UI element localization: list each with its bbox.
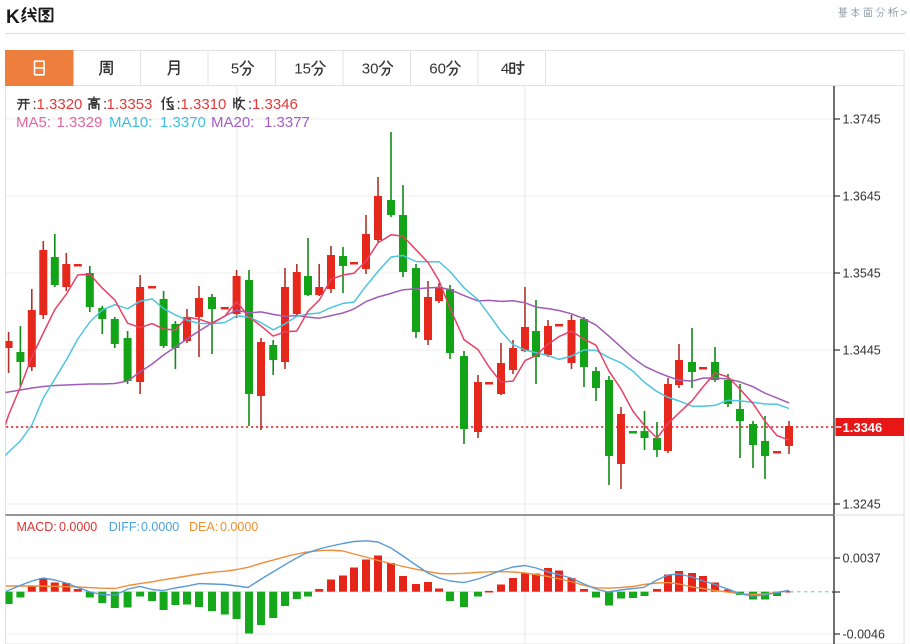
svg-text:1.3370: 1.3370 xyxy=(160,114,206,131)
svg-text:1.3346: 1.3346 xyxy=(843,420,883,435)
svg-text:1.3745: 1.3745 xyxy=(843,113,881,127)
svg-text:1.3245: 1.3245 xyxy=(843,498,881,512)
svg-text:30: 30 xyxy=(362,61,379,78)
svg-text:0.0000: 0.0000 xyxy=(220,520,258,534)
svg-text:15: 15 xyxy=(294,61,311,78)
svg-text::: : xyxy=(33,96,37,113)
svg-text:1.3353: 1.3353 xyxy=(107,96,153,113)
svg-text:>: > xyxy=(901,8,908,20)
svg-text:DEA:: DEA: xyxy=(189,520,218,534)
svg-text:MA10:: MA10: xyxy=(109,114,152,131)
svg-text:1.3346: 1.3346 xyxy=(252,96,298,113)
svg-text:1.3329: 1.3329 xyxy=(57,114,103,131)
svg-text:K: K xyxy=(6,7,20,28)
svg-text:MA20:: MA20: xyxy=(211,114,254,131)
svg-text:1.3320: 1.3320 xyxy=(37,96,83,113)
svg-text:1.3645: 1.3645 xyxy=(843,190,881,204)
svg-text:0.0037: 0.0037 xyxy=(843,552,881,566)
svg-text:-0.0046: -0.0046 xyxy=(843,628,885,642)
svg-text:1.3445: 1.3445 xyxy=(843,344,881,358)
svg-text:60: 60 xyxy=(429,61,446,78)
svg-text:0.0000: 0.0000 xyxy=(59,520,97,534)
svg-text:0.0000: 0.0000 xyxy=(141,520,179,534)
svg-text:1.3310: 1.3310 xyxy=(181,96,227,113)
svg-text:1.3545: 1.3545 xyxy=(843,267,881,281)
svg-text:MACD:: MACD: xyxy=(17,520,57,534)
svg-text:4: 4 xyxy=(501,61,509,78)
svg-text:MA5:: MA5: xyxy=(16,114,51,131)
svg-text:1.3377: 1.3377 xyxy=(264,114,310,131)
svg-text::: : xyxy=(177,96,181,113)
svg-text::: : xyxy=(103,96,107,113)
svg-text:DIFF:: DIFF: xyxy=(109,520,140,534)
svg-text:5: 5 xyxy=(231,61,239,78)
svg-text::: : xyxy=(248,96,252,113)
